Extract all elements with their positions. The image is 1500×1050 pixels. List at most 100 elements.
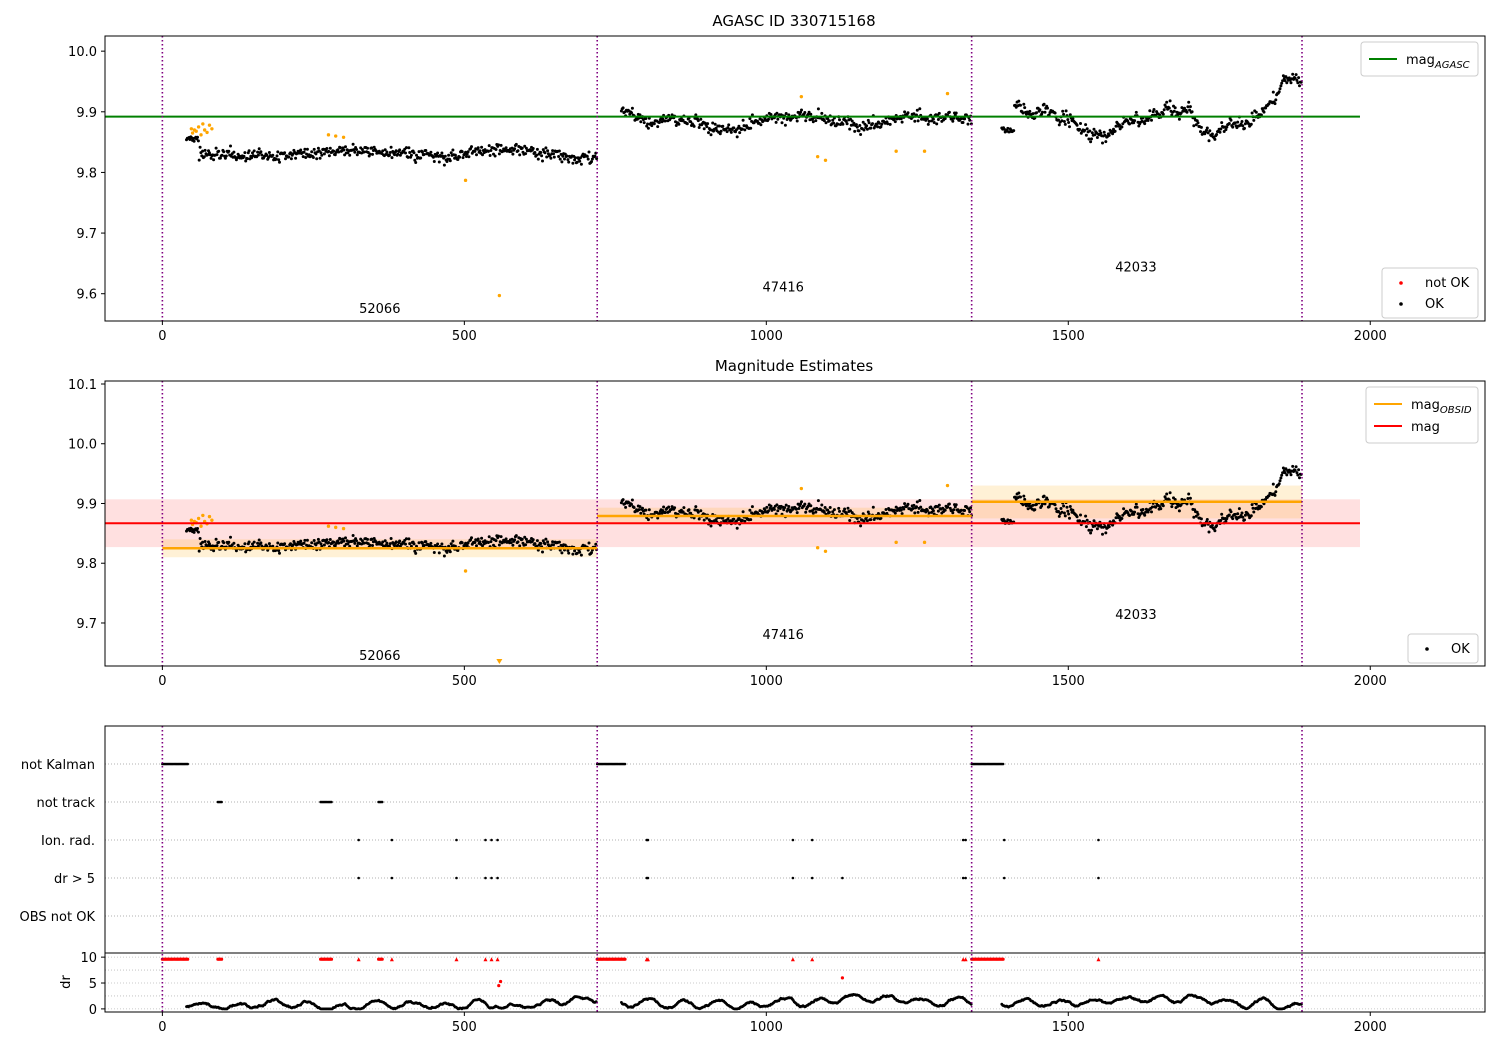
ok-point	[822, 510, 826, 514]
ok-point	[1241, 124, 1245, 128]
ok-point	[1215, 524, 1219, 528]
outlier-point	[497, 293, 502, 298]
flag-point	[496, 876, 499, 880]
ok-point	[1252, 118, 1256, 122]
ok-point	[1021, 111, 1025, 115]
ok-point	[740, 518, 744, 522]
ok-point	[1112, 127, 1115, 131]
ok-point	[408, 151, 412, 154]
ok-point	[804, 119, 808, 123]
ok-point	[192, 139, 196, 143]
ok-point	[876, 125, 880, 129]
ok-point	[1053, 111, 1057, 115]
ok-point	[267, 156, 270, 159]
outlier-point	[823, 158, 828, 163]
x-tick-label: 500	[452, 1020, 477, 1035]
ok-point	[721, 124, 725, 128]
ok-point	[832, 121, 836, 125]
ok-point	[499, 143, 503, 147]
ok-point	[587, 541, 591, 545]
ok-point	[480, 536, 484, 540]
outlier-point	[196, 516, 201, 521]
ok-point	[657, 512, 661, 516]
ok-point	[875, 122, 879, 126]
ok-point	[524, 152, 528, 156]
ok-point	[198, 537, 202, 540]
ok-point	[954, 111, 958, 115]
flag-point	[1097, 838, 1100, 842]
ok-point	[316, 146, 320, 150]
y-tick-label: 9.9	[76, 497, 97, 512]
ok-point	[486, 541, 490, 544]
ok-point	[1143, 122, 1147, 126]
ok-point	[932, 121, 936, 124]
ok-point	[1152, 108, 1156, 111]
ok-point	[696, 510, 700, 514]
ok-point	[206, 153, 210, 157]
ok-point	[320, 153, 324, 157]
ok-point	[557, 155, 561, 158]
ok-point	[481, 153, 484, 157]
ok-point	[943, 508, 947, 512]
outlier-point	[196, 125, 201, 129]
ok-point	[1090, 528, 1093, 532]
ok-point	[289, 157, 293, 161]
ok-point	[1298, 476, 1301, 480]
agasc-magnitude-plot: AGASC ID 330715168 52066 47416 42033 0 500 1…	[68, 12, 1486, 344]
ok-point	[232, 150, 236, 154]
ok-point	[368, 543, 372, 547]
ok-point	[448, 550, 452, 554]
ok-point	[385, 150, 389, 154]
ok-point	[420, 150, 424, 154]
ok-point	[826, 117, 830, 120]
ok-point	[1134, 110, 1138, 114]
ok-point	[1233, 512, 1237, 516]
ok-point	[552, 155, 556, 159]
ok-point	[424, 149, 428, 152]
axes-frame	[104, 725, 1486, 1013]
ok-point	[299, 539, 303, 543]
plot-marks: 52066 47416 42033	[105, 36, 1360, 321]
ok-point	[1042, 494, 1046, 498]
ok-point	[660, 511, 664, 515]
ok-point	[687, 508, 691, 512]
ok-point	[667, 505, 671, 509]
ok-point	[1062, 112, 1066, 116]
ok-point	[348, 153, 352, 157]
ok-point	[478, 540, 482, 544]
ok-point	[448, 159, 452, 163]
ok-point	[1133, 510, 1137, 514]
ok-point	[800, 108, 803, 112]
outlier-point	[894, 540, 898, 545]
ok-point	[325, 538, 329, 542]
ok-point	[1173, 498, 1177, 501]
ok-point	[514, 534, 518, 538]
ok-point	[1229, 118, 1233, 122]
ok-point	[1089, 140, 1093, 144]
ok-point	[212, 158, 216, 162]
ok-point	[1057, 118, 1060, 122]
ok-point	[735, 135, 739, 139]
ok-point	[544, 537, 548, 541]
ok-point	[198, 145, 202, 149]
flag-point	[186, 762, 189, 766]
ok-point	[277, 549, 281, 553]
flags-plot: not Kalman not track Ion. rad. dr > 5 OBS no…	[20, 725, 1486, 1035]
ok-point	[1281, 79, 1285, 83]
ok-point	[590, 551, 593, 555]
flag-point	[810, 838, 814, 842]
outlier-point	[823, 549, 828, 553]
ok-point	[846, 506, 850, 510]
ok-point	[1071, 117, 1075, 121]
ok-point	[305, 538, 309, 542]
ok-point	[968, 510, 972, 514]
ok-point	[630, 111, 633, 115]
ok-point	[1006, 518, 1010, 522]
ok-point	[968, 118, 972, 122]
ok-point	[362, 541, 366, 545]
ok-point	[862, 519, 866, 523]
outlier-point	[922, 540, 927, 545]
ok-point	[831, 118, 835, 122]
dr-clipped-point	[389, 957, 394, 962]
flag-point	[490, 876, 493, 880]
